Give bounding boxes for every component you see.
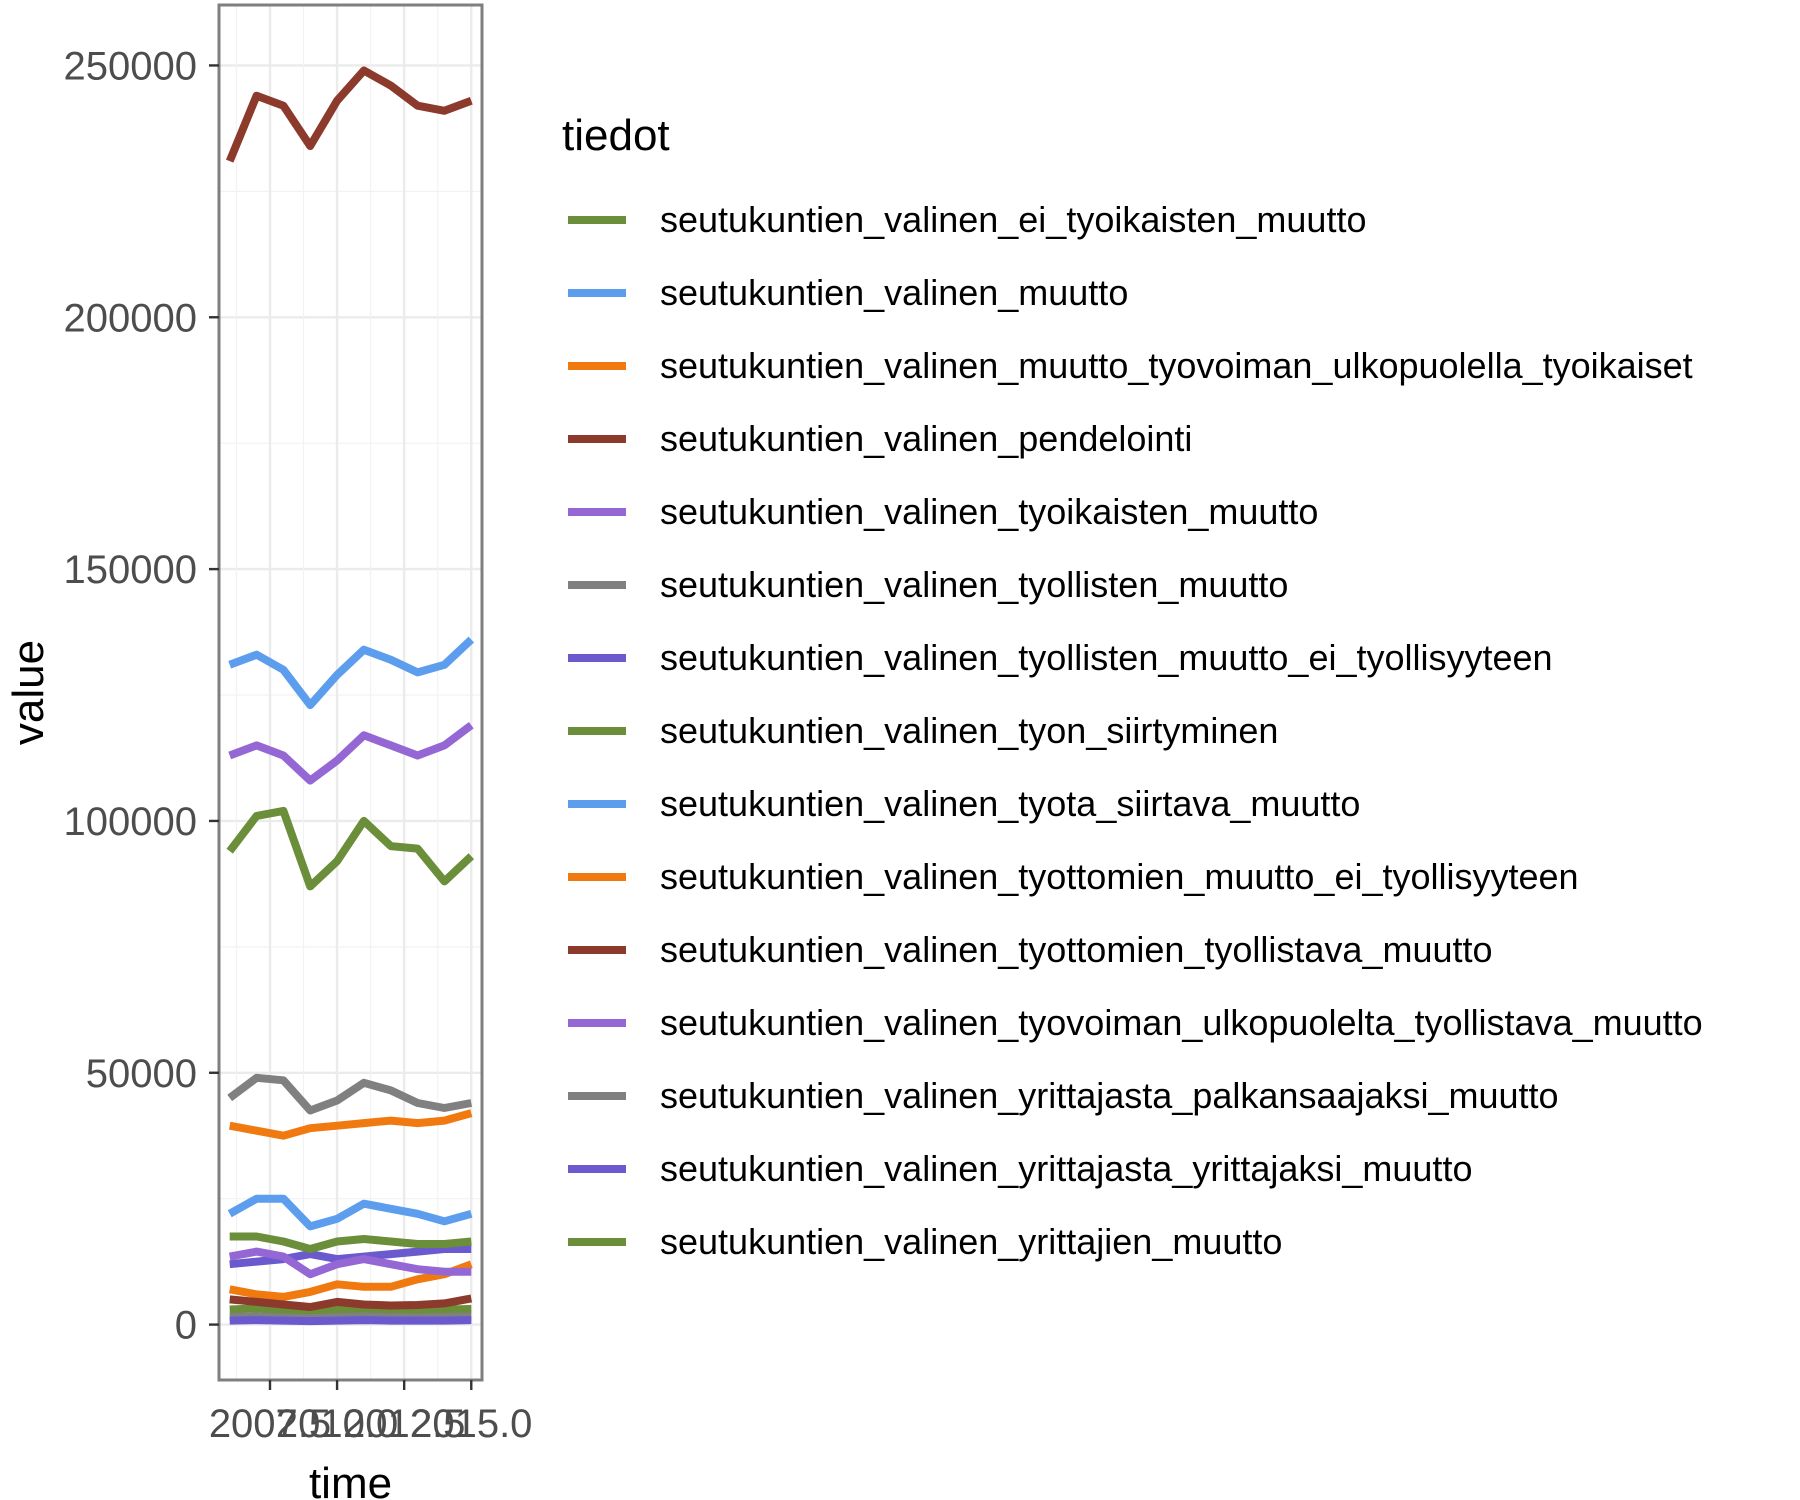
legend-item: seutukuntien_valinen_yrittajasta_yrittaj…: [568, 1148, 1472, 1189]
x-axis-title: time: [309, 1459, 392, 1500]
legend-label: seutukuntien_valinen_ei_tyoikaisten_muut…: [660, 199, 1366, 240]
y-tick-label: 150000: [64, 548, 197, 592]
legend-item: seutukuntien_valinen_tyoikaisten_muutto: [568, 491, 1318, 532]
x-tick-label: 2007.5: [209, 1402, 331, 1446]
legend-item: seutukuntien_valinen_tyottomien_muutto_e…: [568, 856, 1579, 897]
legend-label: seutukuntien_valinen_muutto: [660, 272, 1128, 313]
legend-item: seutukuntien_valinen_muutto: [568, 272, 1128, 313]
y-tick-label: 200000: [64, 296, 197, 340]
x-tick-label: 2010.0: [276, 1402, 398, 1446]
series-line-4: [226, 66, 473, 163]
legend-label: seutukuntien_valinen_tyovoiman_ulkopuole…: [660, 1002, 1703, 1043]
series-line-15: [229, 1232, 472, 1253]
legend-item: seutukuntien_valinen_pendelointi: [568, 418, 1192, 459]
series-line-5: [228, 722, 474, 785]
legend-label: seutukuntien_valinen_tyota_siirtava_muut…: [660, 783, 1360, 824]
legend-item: seutukuntien_valinen_tyottomien_tyollist…: [568, 929, 1493, 970]
legend-item: seutukuntien_valinen_ei_tyoikaisten_muut…: [568, 199, 1366, 240]
y-tick-label: 100000: [64, 800, 197, 844]
legend-item: seutukuntien_valinen_tyota_siirtava_muut…: [568, 783, 1360, 824]
panel-border: [217, 3, 484, 1382]
legend-label: seutukuntien_valinen_yrittajien_muutto: [660, 1221, 1282, 1262]
legend: seutukuntien_valinen_ei_tyoikaisten_muut…: [568, 199, 1703, 1262]
legend-label: seutukuntien_valinen_muutto_tyovoiman_ul…: [660, 345, 1693, 386]
legend-title: tiedot: [562, 111, 670, 160]
legend-label: seutukuntien_valinen_yrittajasta_yrittaj…: [660, 1148, 1472, 1189]
series-line-13: [227, 1073, 473, 1115]
legend-item: seutukuntien_valinen_tyovoiman_ulkopuole…: [568, 1002, 1703, 1043]
legend-item: seutukuntien_valinen_yrittajasta_palkans…: [568, 1075, 1559, 1116]
series-line-14: [229, 1316, 472, 1326]
legend-label: seutukuntien_valinen_tyon_siirtyminen: [660, 710, 1278, 751]
x-tick-label: 2015.0: [410, 1402, 532, 1446]
legend-label: seutukuntien_valinen_tyottomien_muutto_e…: [660, 856, 1579, 897]
legend-item: seutukuntien_valinen_tyollisten_muutto_e…: [568, 637, 1553, 678]
legend-label: seutukuntien_valinen_tyottomien_tyollist…: [660, 929, 1493, 970]
y-tick-label: 250000: [64, 44, 197, 88]
series-line-11: [229, 1294, 473, 1311]
series-line-10: [228, 1109, 473, 1140]
series-line-3: [228, 1260, 473, 1301]
grid-lines: [219, 5, 482, 1380]
series-lines: [226, 66, 475, 1326]
legend-label: seutukuntien_valinen_pendelointi: [660, 418, 1192, 459]
x-tick-label: 2012.5: [343, 1402, 465, 1446]
y-tick-label: 50000: [86, 1052, 197, 1096]
y-axis-title: value: [4, 640, 53, 745]
legend-item: seutukuntien_valinen_tyollisten_muutto: [568, 564, 1288, 605]
legend-label: seutukuntien_valinen_tyoikaisten_muutto: [660, 491, 1318, 532]
legend-item: seutukuntien_valinen_yrittajien_muutto: [568, 1221, 1282, 1262]
legend-label: seutukuntien_valinen_yrittajasta_palkans…: [660, 1075, 1559, 1116]
series-line-8: [226, 806, 475, 891]
legend-item: seutukuntien_valinen_tyon_siirtyminen: [568, 710, 1278, 751]
legend-label: seutukuntien_valinen_tyollisten_muutto: [660, 564, 1288, 605]
legend-item: seutukuntien_valinen_muutto_tyovoiman_ul…: [568, 345, 1693, 386]
series-line-9: [227, 1194, 473, 1231]
y-tick-label: 0: [175, 1304, 197, 1348]
series-line-1: [229, 1304, 472, 1316]
series-line-2: [228, 636, 475, 710]
y-axis: 0 50000 100000 150000 200000 250000: [64, 44, 219, 1348]
legend-label: seutukuntien_valinen_tyollisten_muutto_e…: [660, 637, 1553, 678]
series-line-12: [228, 1247, 472, 1279]
